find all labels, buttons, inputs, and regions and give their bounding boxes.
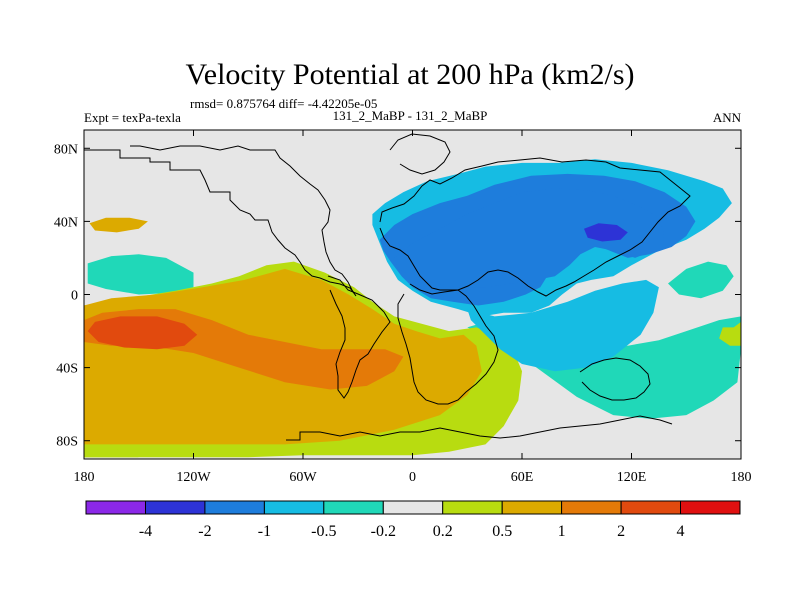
coastline-north-america	[84, 145, 357, 297]
colorbar-label: -0.5	[311, 523, 336, 540]
colorbar-swatch	[85, 500, 146, 515]
y-axis-labels: 80N 40N 0 40S 80S	[54, 142, 78, 449]
x-tick-label: 120E	[617, 470, 647, 485]
contour-region-15	[584, 223, 628, 242]
colorbar-label: -1	[258, 523, 271, 540]
contour-map	[84, 130, 741, 459]
coastline	[84, 133, 691, 441]
coastline-europe-asia	[379, 157, 691, 297]
x-tick-label: 0	[409, 470, 416, 485]
colorbar	[85, 500, 741, 515]
x-tick-label: 60W	[289, 470, 317, 485]
contour-region-14	[394, 188, 665, 288]
y-tick-label: 40S	[56, 362, 78, 377]
colorbar-swatch	[323, 500, 384, 515]
season-label: ANN	[713, 110, 742, 125]
colorbar-label: 2	[617, 523, 625, 540]
contour-region-16	[668, 261, 734, 299]
colorbar-label: -0.2	[371, 523, 396, 540]
contour-region-10	[87, 316, 198, 350]
colorbar-swatch	[680, 500, 741, 515]
contour-region-2	[89, 217, 148, 233]
x-tick-label: 180	[74, 470, 95, 485]
coastline-south-america	[327, 275, 391, 399]
colorbar-swatch	[442, 500, 503, 515]
colorbar-label: -2	[198, 523, 211, 540]
contour-region-1	[87, 135, 741, 222]
colorbar-label: 4	[677, 523, 685, 540]
contour-fills	[84, 135, 741, 458]
chart-title: Velocity Potential at 200 hPa (km2/s)	[185, 58, 634, 91]
colorbar-swatch	[382, 500, 444, 515]
coastline-greenland	[389, 133, 451, 175]
colorbar-swatch	[620, 500, 682, 515]
x-tick-label: 60E	[511, 470, 534, 485]
colorbar-swatch	[204, 500, 265, 515]
colorbar-swatch	[501, 500, 563, 515]
colorbar-swatch	[263, 500, 325, 515]
colorbar-swatch	[145, 500, 206, 515]
colorbar-labels: -4 -2 -1 -0.5 -0.2 0.2 0.5 1 2 4	[139, 523, 685, 540]
coastline-africa	[397, 283, 499, 405]
axis-ticks	[83, 130, 742, 459]
colorbar-label: 1	[558, 523, 566, 540]
experiment-label: Expt = texPa-texla	[84, 110, 181, 125]
colorbar-label: 0.2	[433, 523, 453, 540]
contour-region-7	[84, 422, 139, 458]
contour-region-5	[719, 321, 741, 346]
coastline-antarctica	[286, 415, 673, 441]
contour-region-13	[467, 279, 659, 372]
y-tick-label: 80S	[56, 435, 78, 450]
coastline-australia	[579, 357, 651, 401]
contour-region-3	[87, 254, 194, 295]
colorbar-label: 0.5	[492, 523, 512, 540]
colorbar-swatch	[561, 500, 622, 515]
y-tick-label: 40N	[54, 215, 78, 230]
stats-line: rmsd= 0.875764 diff= -4.42205e-05	[190, 96, 377, 111]
y-tick-label: 0	[71, 289, 78, 304]
case-label: 131_2_MaBP - 131_2_MaBP	[333, 108, 488, 123]
colorbar-label: -4	[139, 523, 152, 540]
x-axis-labels: 180 120W 60W 0 60E 120E 180	[74, 470, 752, 485]
x-tick-label: 180	[731, 470, 752, 485]
x-tick-label: 120W	[176, 470, 211, 485]
y-tick-label: 80N	[54, 142, 78, 157]
